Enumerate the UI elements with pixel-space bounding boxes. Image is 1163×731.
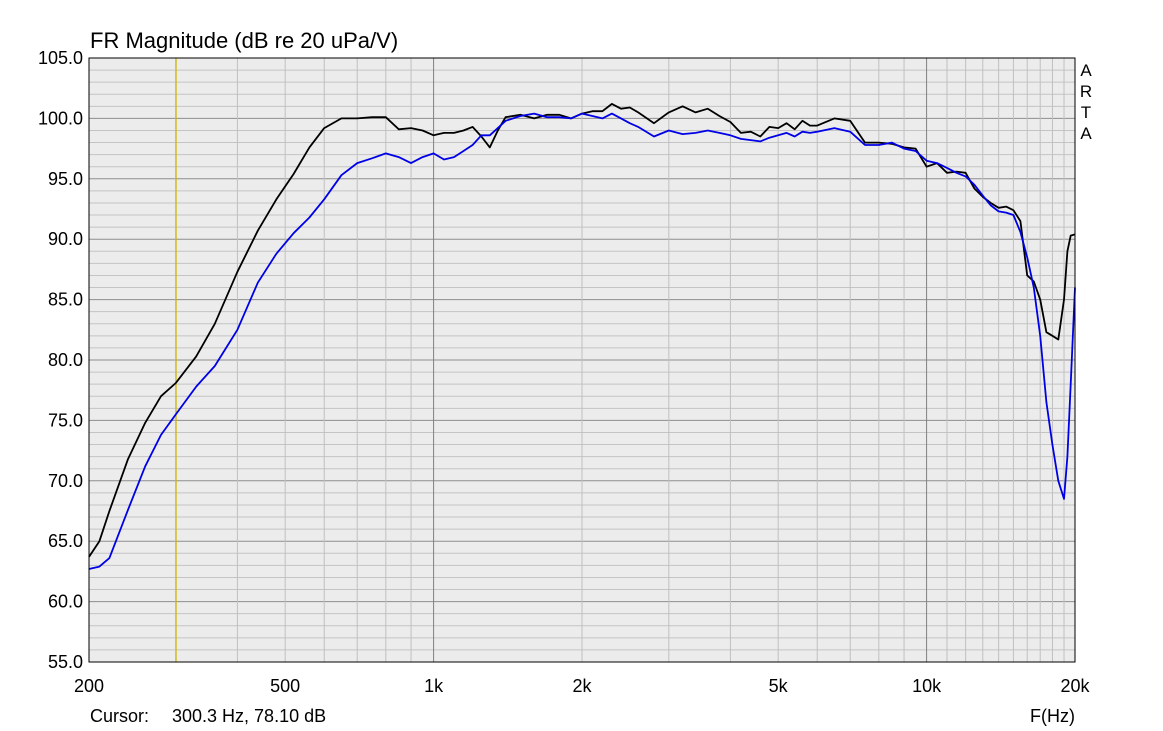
y-tick-label: 75.0 — [48, 410, 83, 430]
watermark-letter: T — [1081, 103, 1091, 122]
y-tick-label: 65.0 — [48, 531, 83, 551]
x-tick-label: 1k — [424, 676, 444, 696]
x-axis-label: F(Hz) — [1030, 706, 1075, 726]
grid — [89, 58, 1075, 662]
y-tick-label: 100.0 — [38, 108, 83, 128]
series-line-2 — [88, 112, 1076, 570]
x-tick-label: 20k — [1060, 676, 1090, 696]
x-tick-label: 200 — [74, 676, 104, 696]
y-tick-label: 70.0 — [48, 471, 83, 491]
x-tick-label: 500 — [270, 676, 300, 696]
x-tick-label: 5k — [769, 676, 789, 696]
y-tick-label: 55.0 — [48, 652, 83, 672]
y-tick-label: 95.0 — [48, 169, 83, 189]
plot-border — [88, 57, 1076, 663]
watermark-letter: A — [1080, 124, 1092, 143]
watermark-letter: A — [1080, 61, 1092, 80]
chart-title: FR Magnitude (dB re 20 uPa/V) — [90, 28, 398, 53]
y-tick-label: 105.0 — [38, 48, 83, 68]
series-layer — [88, 103, 1076, 570]
y-tick-label: 60.0 — [48, 592, 83, 612]
y-tick-label: 85.0 — [48, 290, 83, 310]
y-tick-label: 80.0 — [48, 350, 83, 370]
x-tick-labels: 200 500 1k 2k 5k 10k 20k — [74, 676, 1091, 696]
watermark-letter: R — [1080, 82, 1092, 101]
y-tick-labels: 105.0 100.0 95.0 90.0 85.0 80.0 75.0 70.0 65.0 60… — [38, 48, 83, 672]
cursor-readout: 300.3 Hz, 78.10 dB — [172, 706, 326, 726]
x-tick-label: 10k — [912, 676, 942, 696]
x-tick-label: 2k — [572, 676, 592, 696]
cursor-label: Cursor: — [90, 706, 149, 726]
y-tick-label: 90.0 — [48, 229, 83, 249]
